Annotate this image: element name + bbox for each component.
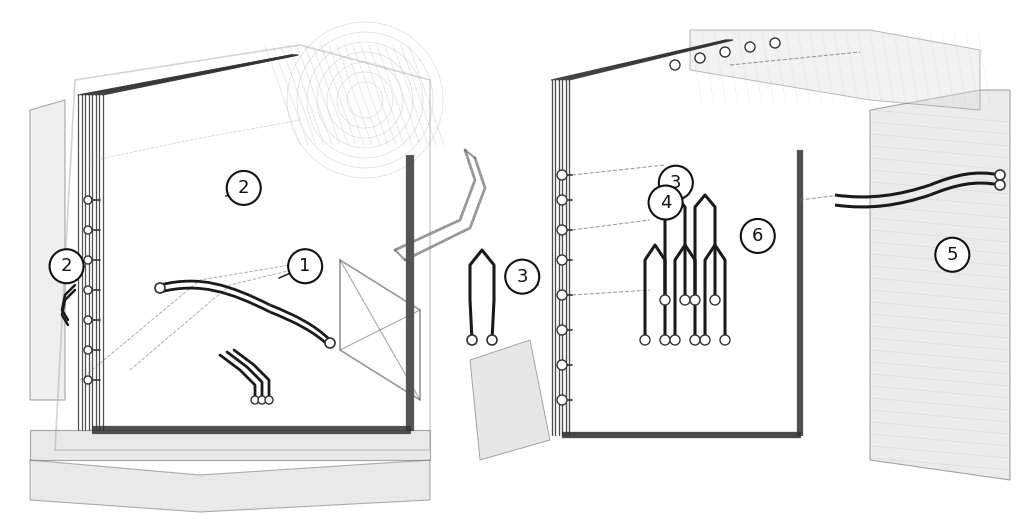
Circle shape	[84, 196, 92, 204]
Circle shape	[84, 346, 92, 354]
Circle shape	[660, 295, 670, 305]
Circle shape	[258, 396, 266, 404]
Circle shape	[557, 195, 567, 205]
Circle shape	[680, 295, 690, 305]
Polygon shape	[30, 430, 430, 460]
Text: 4: 4	[659, 194, 672, 211]
Text: 6: 6	[752, 227, 764, 245]
Circle shape	[670, 60, 680, 70]
Text: 3: 3	[670, 174, 682, 192]
Circle shape	[557, 170, 567, 180]
Circle shape	[557, 255, 567, 265]
Circle shape	[720, 47, 730, 57]
Circle shape	[770, 38, 780, 48]
Circle shape	[690, 295, 700, 305]
Circle shape	[557, 360, 567, 370]
Text: 2: 2	[60, 257, 73, 275]
Text: 5: 5	[946, 246, 958, 264]
Circle shape	[557, 290, 567, 300]
Circle shape	[670, 335, 680, 345]
Circle shape	[226, 171, 261, 205]
Circle shape	[251, 396, 259, 404]
Circle shape	[325, 338, 335, 348]
Circle shape	[84, 226, 92, 234]
Circle shape	[660, 335, 670, 345]
Polygon shape	[470, 340, 550, 460]
Text: 2: 2	[238, 179, 250, 197]
Circle shape	[84, 316, 92, 324]
Circle shape	[505, 259, 540, 294]
Circle shape	[49, 249, 84, 283]
Circle shape	[695, 53, 705, 63]
Polygon shape	[690, 30, 980, 110]
Text: 1: 1	[299, 257, 311, 275]
Circle shape	[557, 325, 567, 335]
Circle shape	[467, 335, 477, 345]
Circle shape	[265, 396, 273, 404]
Circle shape	[487, 335, 497, 345]
Circle shape	[995, 180, 1005, 190]
Circle shape	[557, 225, 567, 235]
Circle shape	[84, 286, 92, 294]
Polygon shape	[30, 100, 65, 400]
Circle shape	[84, 256, 92, 264]
Circle shape	[690, 335, 700, 345]
Circle shape	[648, 185, 683, 220]
Circle shape	[640, 335, 650, 345]
Circle shape	[935, 238, 970, 272]
Circle shape	[557, 395, 567, 405]
Circle shape	[740, 219, 775, 253]
Circle shape	[745, 42, 755, 52]
Circle shape	[288, 249, 323, 283]
Text: 3: 3	[516, 268, 528, 286]
Circle shape	[720, 335, 730, 345]
Circle shape	[995, 170, 1005, 180]
Polygon shape	[30, 460, 430, 512]
Circle shape	[710, 295, 720, 305]
Circle shape	[658, 165, 693, 200]
Circle shape	[700, 335, 710, 345]
Circle shape	[155, 283, 165, 293]
Circle shape	[84, 376, 92, 384]
Polygon shape	[870, 90, 1010, 480]
